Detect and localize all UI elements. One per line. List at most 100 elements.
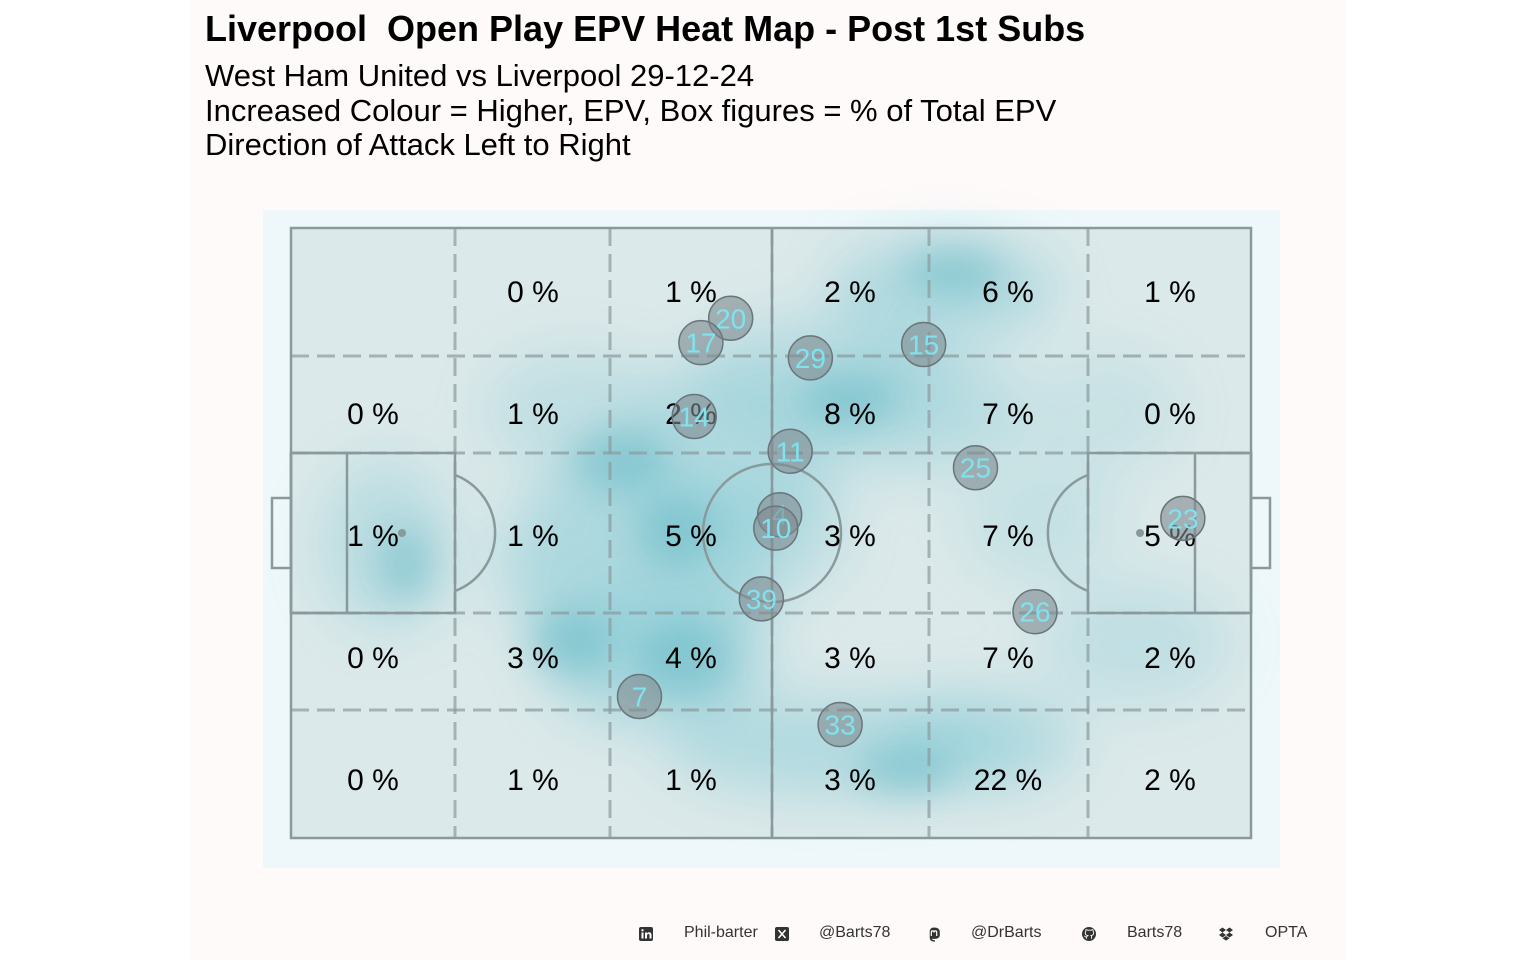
- github-icon: [1082, 927, 1096, 941]
- zone-label: 7 %: [982, 642, 1034, 675]
- zone-cell: [291, 613, 455, 710]
- player-number: 25: [960, 453, 991, 484]
- linkedin-icon: [639, 927, 653, 941]
- player-number: 7: [632, 681, 648, 712]
- heat-blob: [1039, 581, 1232, 704]
- zone-label: 4 %: [665, 642, 717, 675]
- right-penalty-arc: [1046, 473, 1089, 593]
- zone-label: 3 %: [507, 642, 559, 675]
- zone-cell: [455, 710, 610, 838]
- player-circle: [678, 319, 724, 366]
- zone-label: 2 %: [1144, 642, 1196, 675]
- x-twitter-icon: [775, 927, 789, 941]
- linkedin-handle: Phil-barter: [684, 924, 758, 941]
- player-marker: 10: [753, 505, 799, 551]
- zone-label: 0 %: [507, 276, 559, 309]
- github-handle: Barts78: [1127, 924, 1183, 941]
- chart-title: Liverpool Open Play EPV Heat Map - Post …: [205, 8, 1086, 49]
- zone-label: 7 %: [982, 520, 1034, 553]
- player-marker: 33: [817, 701, 863, 748]
- left-penalty-arc: [454, 473, 497, 593]
- zone-label: 1 %: [665, 764, 717, 797]
- player-number: 10: [760, 513, 791, 544]
- zone-label: 8 %: [824, 398, 876, 431]
- heat-blob: [1030, 350, 1184, 472]
- zone-cell: [1088, 228, 1251, 356]
- player-number: 33: [825, 710, 856, 741]
- player-marker: 14: [671, 393, 717, 440]
- chart-subtitle-legend: Increased Colour = Higher, EPV, Box figu…: [205, 93, 1057, 128]
- player-number: 29: [795, 343, 826, 374]
- player-number: 14: [679, 401, 710, 432]
- zone-cell: [772, 613, 929, 710]
- zone-cell: [291, 228, 455, 356]
- player-circle: [753, 505, 799, 551]
- zone-label: 6 %: [982, 276, 1034, 309]
- player-circle: [767, 428, 813, 475]
- zone-label: 3 %: [824, 764, 876, 797]
- player-circle: [707, 295, 754, 342]
- zone-labels: 0 % 1 % 2 % 6 % 1 % 0 % 1 % 2 % 8 % 7 % 0 % 1 % 1 % 5…: [347, 276, 1196, 797]
- zone-label: 2 %: [1144, 764, 1196, 797]
- player-circle: [671, 393, 717, 440]
- zone-label: 22 %: [974, 764, 1042, 797]
- heat-core-blob: [799, 374, 896, 424]
- zone-label: 1 %: [347, 520, 399, 553]
- player-marker: 26: [1012, 588, 1058, 635]
- dropbox-icon: [1219, 927, 1233, 941]
- player-number: 11: [776, 436, 805, 467]
- player-marker: 29: [787, 335, 834, 381]
- zone-label: 0 %: [347, 764, 399, 797]
- heat-blob: [963, 459, 1117, 582]
- player-marker: 39: [738, 576, 785, 622]
- player-circle: [952, 444, 999, 491]
- player-circle: [900, 321, 947, 368]
- zone-cell: [1088, 710, 1251, 838]
- player-number: 23: [1167, 503, 1198, 534]
- zone-label: 1 %: [665, 276, 717, 309]
- zone-label: 1 %: [1144, 276, 1196, 309]
- heat-core-blob: [636, 624, 733, 698]
- player-marker: 11: [767, 428, 813, 475]
- zone-label: 0 %: [347, 398, 399, 431]
- mastodon-icon: [929, 927, 940, 942]
- player-circle: [738, 576, 785, 622]
- heat-core-blob: [636, 496, 714, 570]
- zone-label: 5 %: [665, 520, 717, 553]
- chart-subtitle-match: West Ham United vs Liverpool 29-12-24: [205, 58, 755, 93]
- zone-label: 3 %: [824, 642, 876, 675]
- zone-label: 0 %: [1144, 398, 1196, 431]
- heat-core-blob: [377, 526, 436, 601]
- zone-label: 1 %: [507, 398, 559, 431]
- player-circle: [1160, 495, 1206, 542]
- player-number: 17: [685, 328, 716, 359]
- zone-label: 3 %: [824, 520, 876, 553]
- left-goal: [270, 496, 293, 570]
- right-penalty-spot: [1136, 529, 1144, 537]
- player-markers: 20172915141125410233926733: [616, 295, 1206, 748]
- player-circle: [817, 701, 863, 748]
- zone-label: 1 %: [507, 520, 559, 553]
- player-number: 20: [715, 303, 746, 334]
- data-source: OPTA: [1265, 924, 1308, 941]
- player-marker: 15: [900, 321, 947, 368]
- footer-credits: Phil-barter @Barts78 @DrBarts Barts78 OP…: [0, 922, 1536, 950]
- right-goal: [1249, 496, 1272, 570]
- chart-subtitle-direction: Direction of Attack Left to Right: [205, 127, 631, 162]
- zone-cell: [455, 228, 610, 356]
- x-handle: @Barts78: [819, 924, 891, 941]
- player-circle: [787, 335, 834, 381]
- player-number: 15: [908, 330, 939, 361]
- zone-label: 1 %: [507, 764, 559, 797]
- heat-core-blob: [531, 612, 608, 674]
- player-marker: 25: [952, 444, 999, 491]
- zone-label: 7 %: [982, 398, 1034, 431]
- zone-label: 0 %: [347, 642, 399, 675]
- player-circle: [616, 673, 663, 720]
- player-marker: 7: [616, 673, 663, 720]
- player-number: 26: [1019, 597, 1050, 628]
- player-marker: 20: [707, 295, 754, 342]
- player-marker: 17: [678, 319, 724, 366]
- mastodon-handle: @DrBarts: [971, 924, 1042, 941]
